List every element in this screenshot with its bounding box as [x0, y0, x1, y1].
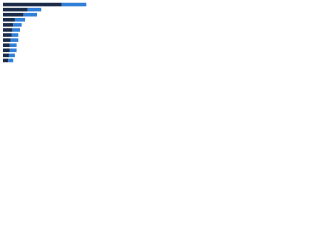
bar-segment: [3, 12, 24, 17]
bar-segment: [12, 28, 20, 32]
bar-segment: [8, 53, 15, 58]
bar-segment: [3, 58, 9, 63]
bar-segment: [61, 2, 87, 7]
bar-segment: [10, 38, 19, 42]
chart: [3, 2, 87, 63]
bar-segment: [3, 7, 28, 12]
bar-segment: [3, 28, 13, 32]
bar-segment: [3, 53, 9, 58]
bar-segment: [13, 23, 22, 27]
bar-segment: [3, 23, 14, 27]
bar-segment: [8, 58, 14, 63]
bar-segment: [3, 2, 62, 7]
bar-segment: [27, 7, 42, 12]
page: {"chart_data": {"type": "stacked-barh", …: [0, 0, 100, 71]
bar-segment: [3, 38, 11, 42]
bar-segment: [9, 48, 17, 53]
bar-segment: [3, 48, 10, 53]
bar-segment: [14, 18, 26, 22]
bar-segment: [3, 18, 15, 22]
bar-segment: [23, 12, 37, 17]
bar-segment: [11, 33, 19, 37]
bar-segment: [9, 43, 17, 47]
bar-segment: [3, 33, 12, 37]
bar-segment: [3, 43, 10, 47]
